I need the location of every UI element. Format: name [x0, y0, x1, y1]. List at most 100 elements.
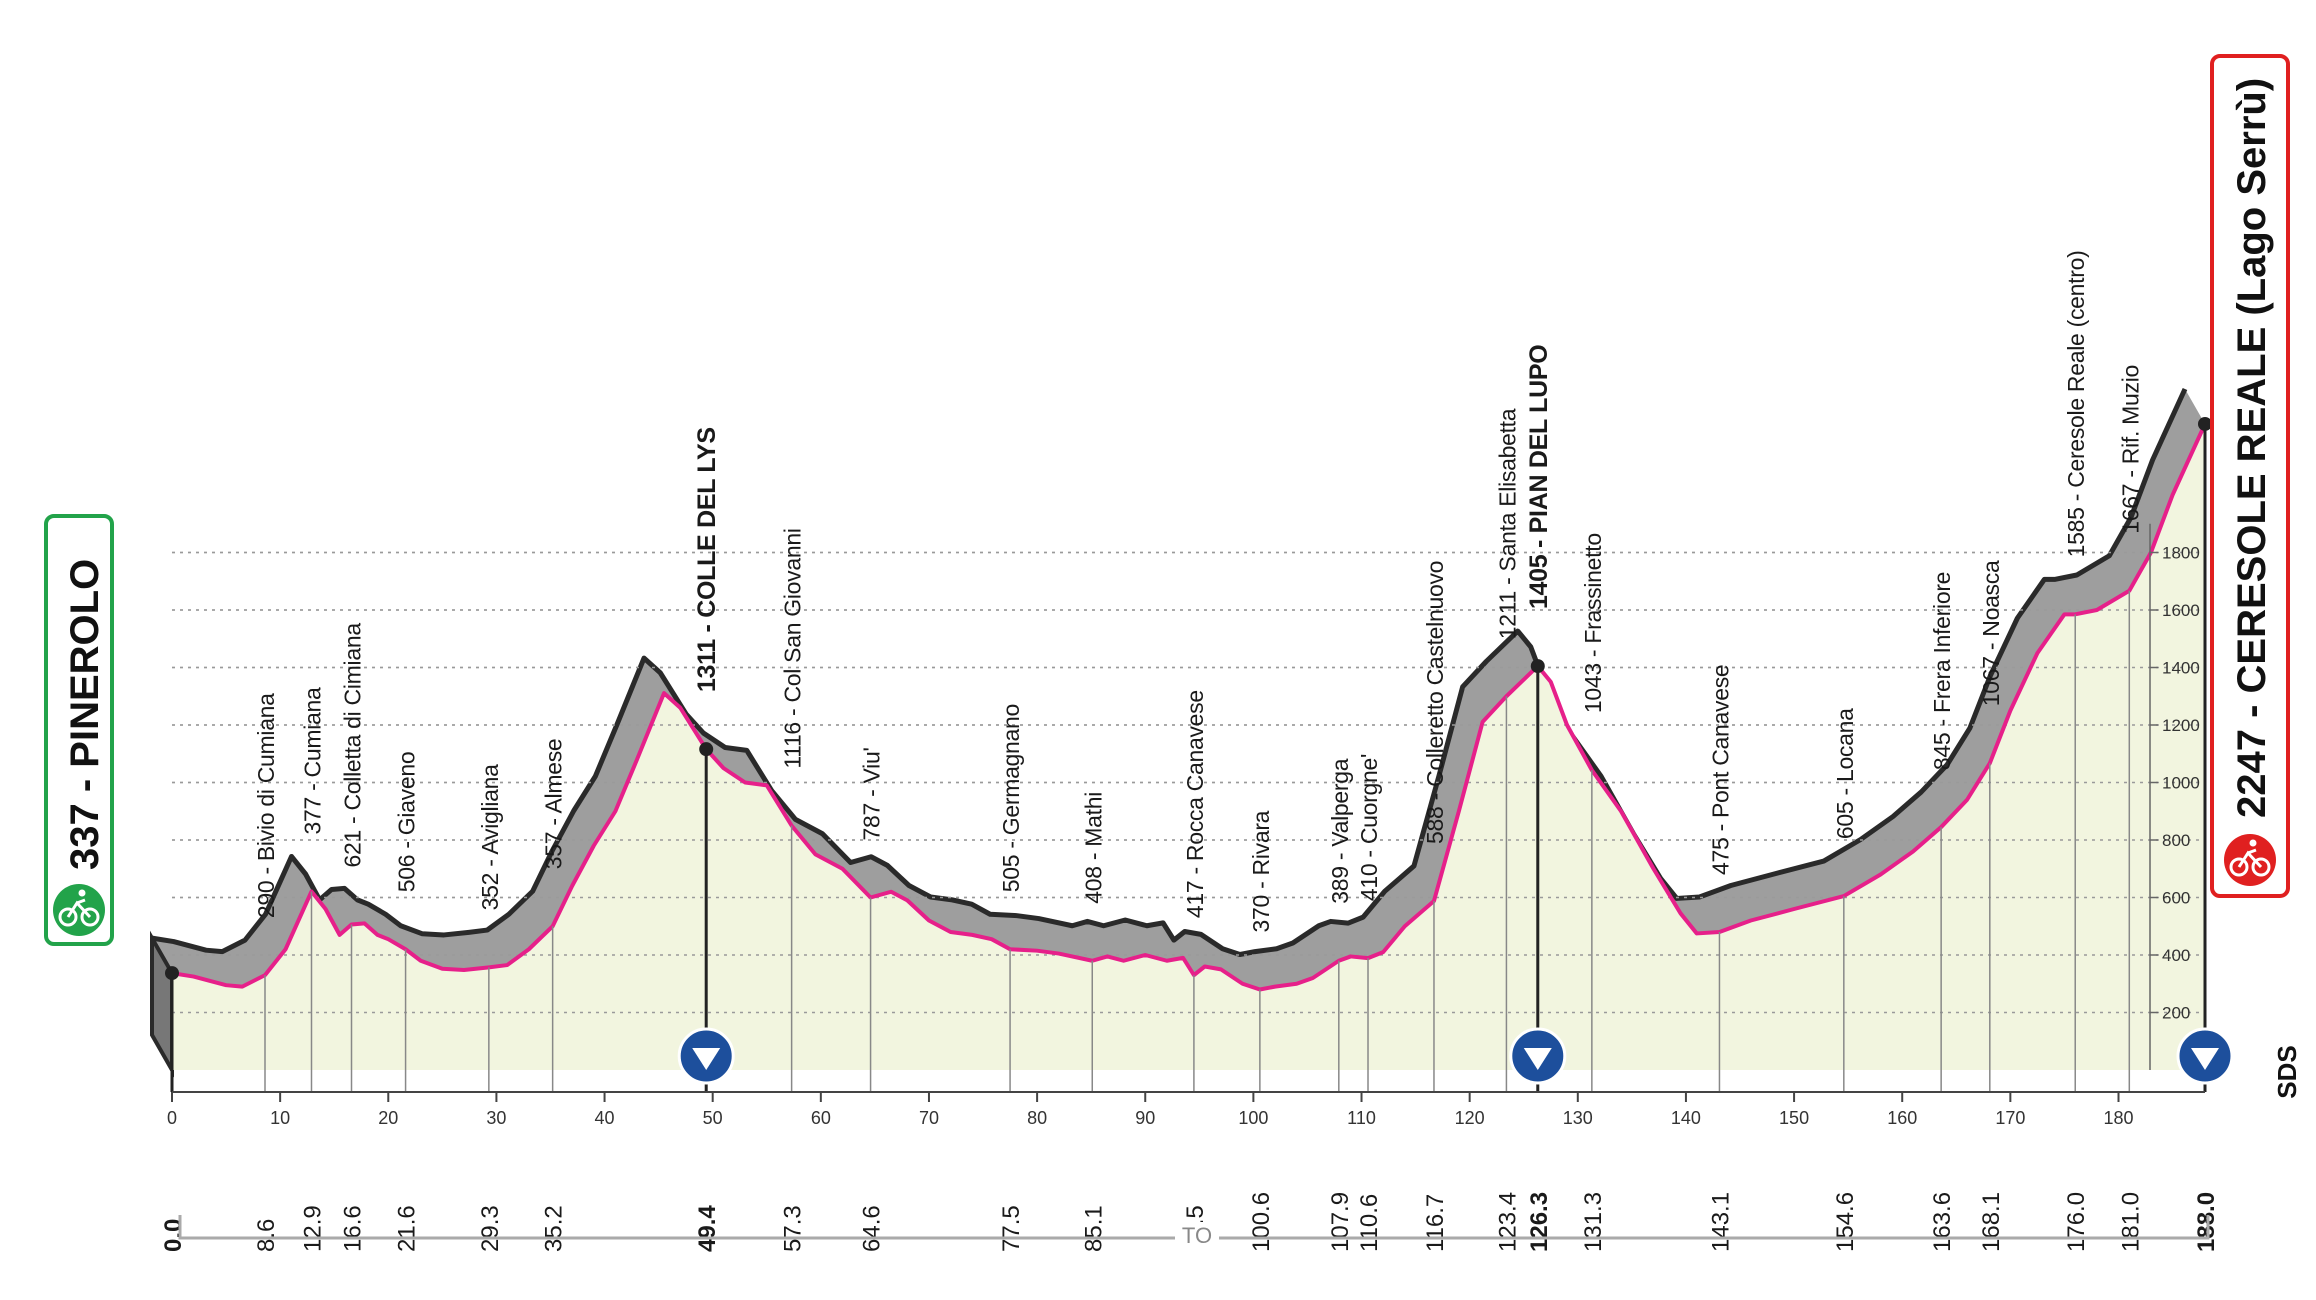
distance-tick-label-10: 10: [270, 1108, 290, 1128]
location-label-16: 588 - Colleretto Castelnuovo: [1422, 561, 1448, 844]
km-label-14: 107.9: [1327, 1192, 1354, 1252]
km-label-20: 143.1: [1707, 1192, 1734, 1252]
km-label-4: 21.6: [394, 1205, 421, 1252]
location-label-5: 352 - Avigliana: [477, 764, 503, 910]
distance-tick-label-30: 30: [486, 1108, 506, 1128]
location-label-21: 605 - Locana: [1832, 708, 1858, 839]
location-label-14: 389 - Valperga: [1327, 758, 1353, 903]
km-label-1: 8.6: [253, 1219, 280, 1252]
km-label-16: 116.7: [1422, 1194, 1449, 1252]
location-label-7: 1311 - COLLE DEL LYS: [693, 427, 721, 692]
summit-dot-1: [1530, 659, 1545, 674]
location-label-20: 475 - Pont Canavese: [1707, 665, 1733, 875]
start-bike-icon: [53, 884, 105, 936]
distance-tick-label-100: 100: [1238, 1108, 1268, 1128]
location-label-13: 370 - Rivara: [1248, 810, 1274, 932]
km-label-10: 77.5: [998, 1205, 1025, 1252]
start-banner-frame: [44, 514, 114, 946]
km-label-15: 110.6: [1356, 1194, 1383, 1252]
start-banner: 337 - PINEROLO: [44, 514, 114, 946]
km-label-19: 131.3: [1580, 1192, 1607, 1252]
distance-tick-label-80: 80: [1027, 1108, 1047, 1128]
location-label-15: 410 - Cuorgne': [1356, 754, 1382, 901]
location-label-1: 290 - Bivio di Cumiana: [253, 693, 279, 918]
distance-tick-label-0: 0: [167, 1108, 177, 1128]
location-label-6: 357 - Almese: [541, 739, 567, 870]
altitude-axis: 200 400 600 800 1000 1200 1400 1600 1800: [2149, 523, 2200, 1070]
altitude-tick-label-1600: 1600: [2162, 601, 2200, 620]
distance-tick-label-70: 70: [919, 1108, 939, 1128]
profile-line: [171, 423, 2207, 992]
km-label-7: 49.4: [694, 1205, 721, 1252]
km-label-0: 0.0: [160, 1219, 187, 1252]
distance-tick-label-90: 90: [1135, 1108, 1155, 1128]
location-label-10: 505 - Germagnano: [998, 704, 1024, 892]
location-label-23: 1067 - Noasca: [1978, 560, 2004, 706]
altitude-tick-label-400: 400: [2162, 946, 2190, 965]
location-labels: 290 - Bivio di Cumiana 377 - Cumiana 621 -…: [253, 251, 2143, 933]
distance-tick-label-140: 140: [1671, 1108, 1701, 1128]
location-label-18: 1405 - PIAN DEL LUPO: [1525, 345, 1553, 609]
finish-label: 2247 - CERESOLE REALE (Lago Serrù): [2230, 78, 2274, 818]
km-label-5: 29.3: [477, 1205, 504, 1252]
location-label-2: 377 - Cumiana: [299, 687, 325, 834]
location-label-12: 417 - Rocca Canavese: [1182, 690, 1208, 918]
province-bracket: TO: [178, 1215, 2210, 1252]
location-label-19: 1043 - Frassinetto: [1580, 533, 1606, 713]
altitude-tick-label-600: 600: [2162, 889, 2190, 908]
distance-tick-label-40: 40: [595, 1108, 615, 1128]
km-label-24: 176.0: [2063, 1192, 2090, 1252]
km-label-13: 100.6: [1248, 1192, 1275, 1252]
altitude-tick-label-200: 200: [2162, 1004, 2190, 1023]
km-label-25: 181.0: [2117, 1192, 2144, 1252]
location-label-11: 408 - Mathi: [1080, 792, 1106, 904]
altitude-tick-label-1000: 1000: [2162, 774, 2200, 793]
finish-bike-icon: [2224, 834, 2276, 886]
location-label-3: 621 - Colletta di Cimiana: [340, 623, 366, 868]
profile-area: [150, 387, 2207, 1078]
distance-axis: 0 10 20 30 40 50 60 70 80 90 100 110 120 130 140 150 160…: [167, 1091, 2205, 1128]
location-label-9: 787 - Viu': [859, 747, 885, 840]
km-label-8: 57.3: [780, 1205, 807, 1252]
finish-dot: [2198, 416, 2212, 431]
km-label-3: 16.6: [340, 1205, 367, 1252]
summit-dot-0: [699, 742, 714, 757]
distance-tick-label-130: 130: [1563, 1108, 1593, 1128]
brand-logo: SDS: [2272, 1045, 2302, 1098]
km-label-23: 168.1: [1978, 1192, 2005, 1252]
distance-tick-label-170: 170: [1995, 1108, 2025, 1128]
timing-marker-arrow-2: [2191, 1048, 2219, 1070]
profile-front-fill: [172, 423, 2205, 1070]
profile-ridge: [151, 387, 2188, 957]
distance-tick-label-60: 60: [811, 1108, 831, 1128]
start-label: 337 - PINEROLO: [63, 559, 107, 870]
timing-marker-arrow-0: [692, 1048, 721, 1070]
distance-tick-label-120: 120: [1455, 1108, 1485, 1128]
km-label-11: 85.1: [1080, 1205, 1107, 1252]
distance-tick-label-20: 20: [378, 1108, 398, 1128]
km-label-9: 64.6: [859, 1205, 886, 1252]
distance-tick-label-160: 160: [1887, 1108, 1917, 1128]
altitude-tick-label-800: 800: [2162, 831, 2190, 850]
location-label-8: 1116 - Col San Giovanni: [780, 528, 806, 768]
km-label-2: 12.9: [299, 1205, 326, 1252]
altitude-tick-label-1800: 1800: [2162, 544, 2200, 563]
km-label-17: 123.4: [1494, 1192, 1521, 1252]
location-label-4: 506 - Giaveno: [394, 752, 420, 893]
altitude-tick-label-1400: 1400: [2162, 659, 2200, 678]
location-label-22: 845 - Frera Inferiore: [1929, 572, 1955, 770]
finish-banner: 2247 - CERESOLE REALE (Lago Serrù): [2210, 54, 2290, 898]
timing-markers: [165, 416, 2234, 1085]
altitude-tick-label-1200: 1200: [2162, 716, 2200, 735]
km-label-22: 163.6: [1929, 1192, 1956, 1252]
distance-tick-label-180: 180: [2103, 1108, 2133, 1128]
km-label-18: 126.3: [1526, 1192, 1553, 1252]
location-label-25: 1667 - Rif. Muzio: [2117, 365, 2143, 534]
km-label-6: 35.2: [541, 1205, 568, 1252]
start-dot: [165, 966, 179, 981]
location-label-24: 1585 - Ceresole Reale (centro): [2063, 251, 2089, 558]
timing-marker-arrow-1: [1523, 1048, 1552, 1070]
distance-tick-label-50: 50: [703, 1108, 723, 1128]
distance-tick-label-110: 110: [1347, 1108, 1376, 1128]
finish-banner-frame: [2210, 54, 2290, 898]
